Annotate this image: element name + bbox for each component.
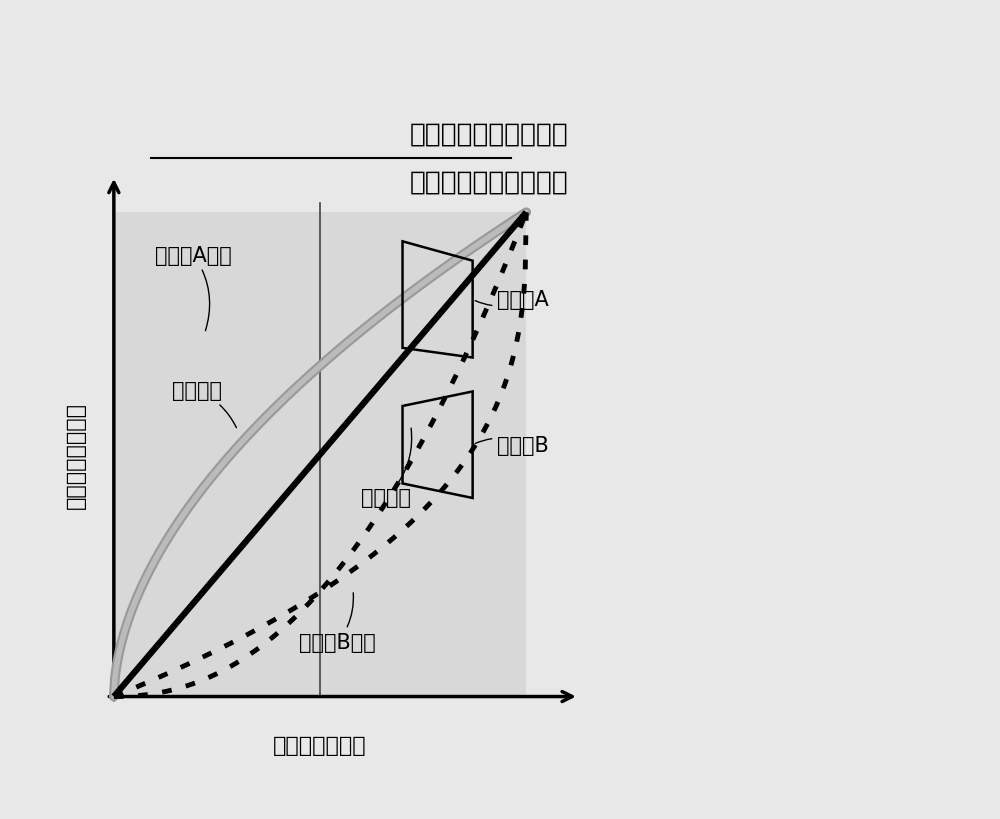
Text: 大角度归一化亮度: 大角度归一化亮度 xyxy=(66,401,86,509)
Text: 实际曲线: 实际曲线 xyxy=(172,381,236,428)
Text: 前向归一化亮度: 前向归一化亮度 xyxy=(273,735,367,755)
Text: 次像素B曲线: 次像素B曲线 xyxy=(299,593,376,652)
Text: 理想曲线: 理想曲线 xyxy=(361,428,412,507)
Text: 大视角红色子像素曲线: 大视角红色子像素曲线 xyxy=(409,121,568,147)
Text: 主像素A: 主像素A xyxy=(475,290,549,310)
Text: 主像素A曲线: 主像素A曲线 xyxy=(155,246,232,331)
Text: 次像素B: 次像素B xyxy=(475,435,549,455)
Bar xyxy=(114,213,526,697)
Text: 直视角红色子像素曲线: 直视角红色子像素曲线 xyxy=(409,170,568,196)
